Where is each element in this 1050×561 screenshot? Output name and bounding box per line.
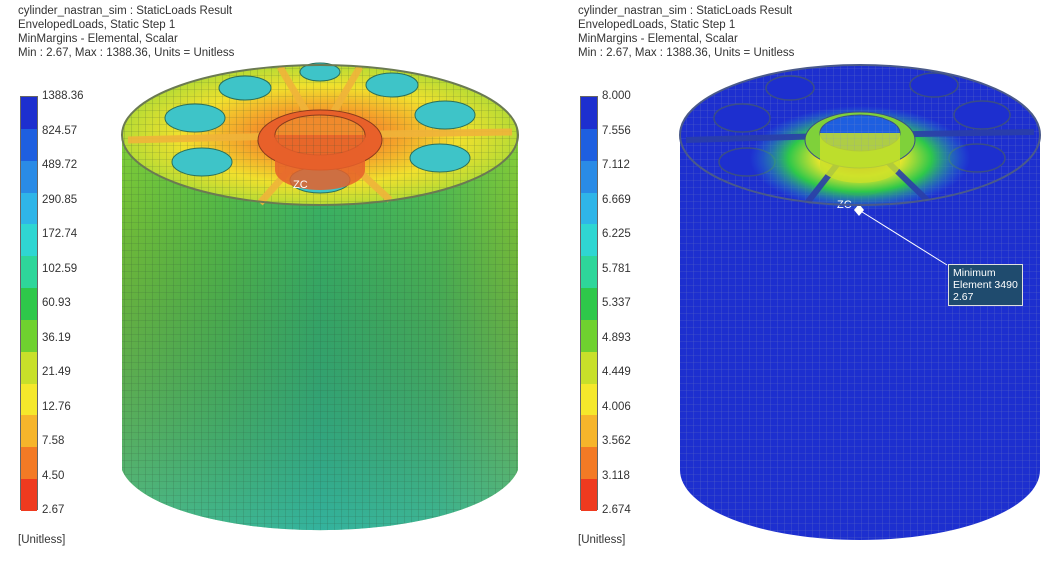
legend-tick-label: 5.337 — [602, 297, 631, 309]
legend-swatch — [21, 224, 37, 257]
legend-tick-label: 6.225 — [602, 228, 631, 240]
legend-swatch — [581, 128, 597, 162]
legend-tick-label: 4.449 — [602, 366, 631, 378]
legend-tick-label: 4.50 — [42, 469, 65, 482]
legend-tick-label: 172.74 — [42, 228, 78, 240]
legend-tick-label: 2.674 — [602, 504, 631, 516]
legend-swatch — [581, 288, 597, 321]
legend-tick-label: 60.93 — [42, 297, 71, 309]
legend-swatch — [21, 447, 37, 480]
legend-swatch — [581, 319, 597, 353]
legend-swatch — [581, 192, 597, 225]
legend-swatch — [21, 415, 37, 448]
header-line-3: MinMargins - Elemental, Scalar — [18, 33, 178, 45]
legend-tick-label: 7.556 — [602, 124, 631, 137]
legend-swatch — [21, 351, 37, 385]
legend-swatch — [581, 415, 597, 448]
legend-swatch — [21, 288, 37, 321]
legend-swatch — [21, 383, 37, 416]
axis-label: ZC — [293, 179, 308, 191]
result-header: cylinder_nastran_sim : StaticLoads Resul… — [18, 4, 234, 60]
header-line-1: cylinder_nastran_sim : StaticLoads Resul… — [18, 5, 233, 17]
cylinder-model-right[interactable]: ZC — [672, 40, 1050, 560]
legend-swatch — [581, 160, 597, 194]
legend-tick-label: 102.59 — [42, 262, 78, 275]
legend-swatch — [581, 383, 597, 416]
color-legend: 8.000 7.556 7.112 6.669 6.225 5.781 5.337 4.893… — [578, 90, 688, 516]
header-line-2: EnvelopedLoads, Static Step 1 — [18, 19, 176, 31]
legend-tick-label: 12.76 — [42, 400, 71, 413]
minimum-tooltip: Minimum Element 3490 2.67 — [948, 264, 1023, 306]
color-legend: 1388.36 824.57 489.72 290.85 172.74 102.59 60.… — [18, 90, 128, 516]
legend-swatch — [21, 479, 37, 512]
legend-swatch — [581, 479, 597, 512]
legend-swatch — [581, 256, 597, 289]
result-panel-left: cylinder_nastran_sim : StaticLoads Resul… — [18, 4, 519, 546]
legend-tick-label: 21.49 — [42, 366, 71, 378]
tooltip-value: 2.67 — [953, 291, 974, 303]
legend-swatch — [581, 97, 597, 130]
legend-swatch — [21, 192, 37, 225]
legend-tick-label: 7.112 — [602, 159, 630, 171]
legend-swatch — [21, 128, 37, 162]
units-label: [Unitless] — [578, 534, 626, 546]
legend-swatch — [21, 160, 37, 194]
legend-tick-label: 3.118 — [602, 469, 630, 482]
header-line-3: MinMargins - Elemental, Scalar — [578, 33, 738, 45]
tooltip-element: Element 3490 — [953, 279, 1018, 291]
legend-tick-label: 5.781 — [602, 262, 631, 275]
legend-color-bar — [580, 96, 598, 512]
tooltip-title: Minimum — [953, 267, 996, 279]
legend-swatch — [21, 256, 37, 289]
legend-tick-label: 489.72 — [42, 159, 78, 171]
legend-swatch — [21, 319, 37, 353]
legend-tick-label: 824.57 — [42, 124, 78, 137]
legend-tick-label: 1388.36 — [42, 90, 84, 102]
legend-color-bar — [20, 96, 38, 512]
header-line-4: Min : 2.67, Max : 1388.36, Units = Unitl… — [18, 47, 235, 59]
header-line-1: cylinder_nastran_sim : StaticLoads Resul… — [578, 5, 793, 17]
legend-tick-label: 36.19 — [42, 331, 71, 344]
legend-tick-label: 4.893 — [602, 331, 631, 344]
legend-tick-label: 8.000 — [602, 90, 631, 102]
cylinder-model-left[interactable]: ZC — [110, 40, 530, 560]
header-line-4: Min : 2.67, Max : 1388.36, Units = Unitl… — [578, 47, 795, 59]
result-header: cylinder_nastran_sim : StaticLoads Resul… — [578, 4, 794, 60]
legend-tick-label: 3.562 — [602, 435, 631, 447]
legend-swatch — [581, 447, 597, 480]
legend-swatch — [581, 351, 597, 385]
units-label: [Unitless] — [18, 534, 66, 546]
legend-tick-label: 290.85 — [42, 193, 78, 206]
legend-tick-label: 7.58 — [42, 435, 65, 447]
legend-swatch — [21, 97, 37, 130]
legend-tick-label: 6.669 — [602, 193, 631, 206]
tooltip-leader-line — [858, 209, 948, 266]
header-line-2: EnvelopedLoads, Static Step 1 — [578, 19, 736, 31]
legend-tick-label: 2.67 — [42, 504, 65, 516]
result-panel-right: cylinder_nastran_sim : StaticLoads Resul… — [560, 0, 1050, 561]
legend-swatch — [581, 224, 597, 257]
legend-tick-label: 4.006 — [602, 400, 631, 413]
